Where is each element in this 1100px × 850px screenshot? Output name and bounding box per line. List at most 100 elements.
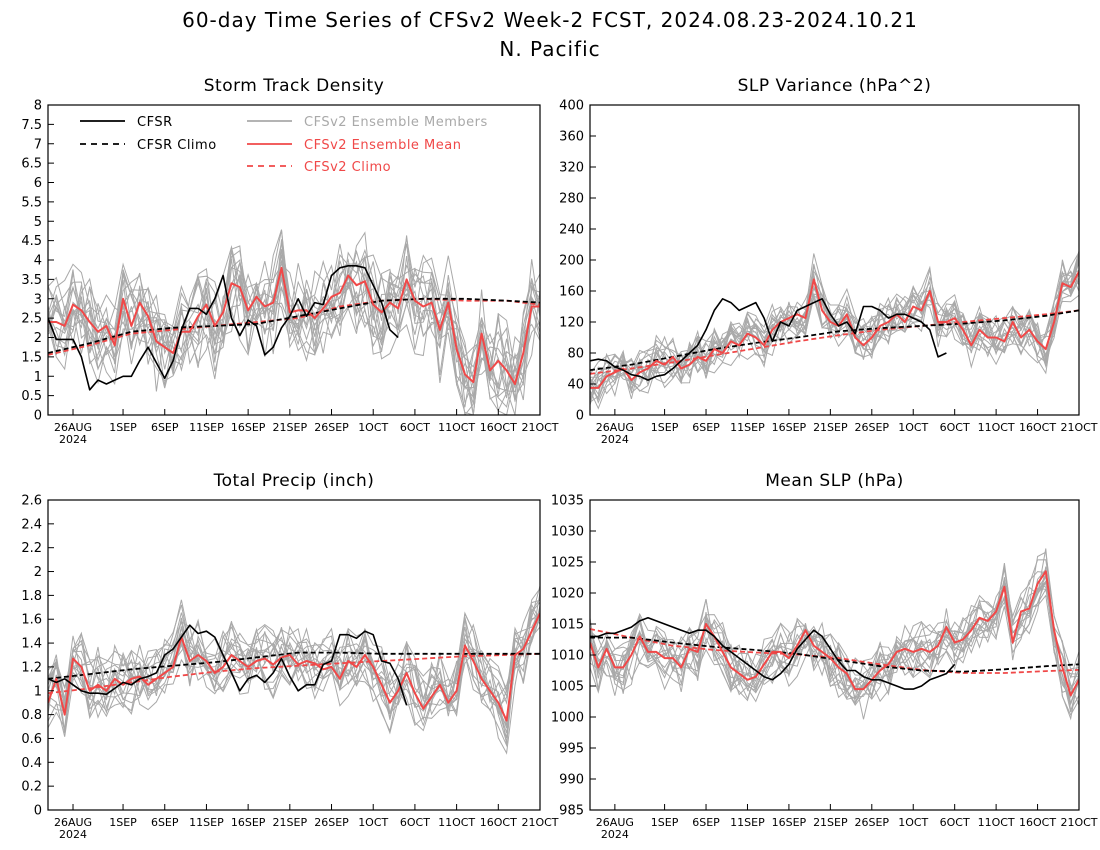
y-tick-label: 400 bbox=[559, 99, 584, 114]
y-tick-label: 4 bbox=[34, 254, 42, 269]
ensemble-member-line bbox=[590, 270, 1079, 396]
y-tick-label: 280 bbox=[559, 192, 584, 207]
x-tick-label: 26AUG bbox=[54, 421, 92, 434]
ensemble-member-line bbox=[590, 565, 1079, 694]
legend-label: CFSv2 Climo bbox=[304, 160, 391, 175]
x-tick-label: 26SEP bbox=[314, 816, 349, 829]
y-tick-label: 2 bbox=[34, 565, 42, 580]
panel-title: Storm Track Density bbox=[204, 76, 385, 96]
y-tick-label: 5 bbox=[34, 215, 42, 230]
y-tick-label: 1005 bbox=[551, 680, 584, 695]
cfsr-line bbox=[590, 297, 947, 381]
plot-frame bbox=[47, 499, 541, 811]
cfsr-climo-line bbox=[48, 651, 540, 680]
x-tick-label: 6OCT bbox=[400, 421, 430, 434]
y-tick-label: 0.5 bbox=[21, 389, 42, 404]
x-tick-label: 16SEP bbox=[772, 421, 807, 434]
y-tick-label: 1000 bbox=[551, 711, 584, 726]
y-tick-label: 5.5 bbox=[21, 195, 42, 210]
legend-label: CFSR Climo bbox=[137, 138, 217, 153]
y-tick-label: 0.6 bbox=[21, 732, 42, 747]
y-tick-label: 1.2 bbox=[21, 660, 42, 675]
cfsv2-climo-line bbox=[48, 652, 540, 695]
y-tick-label: 2.5 bbox=[21, 312, 42, 327]
x-tick-label: 11SEP bbox=[189, 421, 224, 434]
cfsv2-climo-line bbox=[590, 628, 1079, 674]
ensemble-member-line bbox=[48, 609, 540, 702]
cfsv2-climo-line bbox=[590, 309, 1079, 375]
plot-area bbox=[590, 250, 1079, 410]
x-tick-label: 21SEP bbox=[273, 421, 308, 434]
x-tick-label: 6SEP bbox=[151, 816, 179, 829]
x-tick-label: 21SEP bbox=[813, 816, 848, 829]
x-tick-label: 1OCT bbox=[898, 421, 928, 434]
y-tick-label: 320 bbox=[559, 161, 584, 176]
ensemble-mean-line bbox=[590, 271, 1079, 389]
figure-title: 60-day Time Series of CFSv2 Week-2 FCST,… bbox=[182, 8, 918, 32]
y-tick-label: 995 bbox=[559, 742, 584, 757]
x-tick-label: 21OCT bbox=[1060, 816, 1097, 829]
x-tick-label: 11OCT bbox=[978, 421, 1015, 434]
ensemble-member-line bbox=[48, 255, 540, 391]
x-tick-label: 16OCT bbox=[1019, 421, 1056, 434]
legend-label: CFSR bbox=[137, 115, 173, 130]
y-tick-label: 80 bbox=[567, 347, 584, 362]
x-year-label: 2024 bbox=[59, 433, 87, 446]
x-tick-label: 1SEP bbox=[109, 816, 137, 829]
y-tick-label: 200 bbox=[559, 254, 584, 269]
x-tick-label: 11SEP bbox=[730, 816, 765, 829]
ensemble-member-line bbox=[48, 282, 540, 415]
ensemble-member-line bbox=[48, 238, 540, 385]
y-tick-label: 1.5 bbox=[21, 350, 42, 365]
legend-label: CFSv2 Ensemble Members bbox=[304, 115, 488, 130]
figure-subtitle: N. Pacific bbox=[499, 37, 600, 61]
x-tick-label: 11OCT bbox=[438, 421, 475, 434]
ensemble-mean-line bbox=[48, 612, 540, 722]
x-tick-label: 26AUG bbox=[54, 816, 92, 829]
x-tick-label: 26SEP bbox=[314, 421, 349, 434]
y-tick-label: 1020 bbox=[551, 587, 584, 602]
x-tick-label: 21SEP bbox=[273, 816, 308, 829]
x-tick-label: 21OCT bbox=[1060, 421, 1097, 434]
panel-title: Total Precip (inch) bbox=[213, 471, 375, 491]
x-tick-label: 11SEP bbox=[189, 816, 224, 829]
panel-4: Mean SLP (hPa) 985 990 995 1000 1005 1010 1015 1… bbox=[551, 471, 1098, 841]
legend-label: CFSv2 Ensemble Mean bbox=[304, 138, 461, 153]
x-year-label: 2024 bbox=[601, 433, 629, 446]
x-tick-label: 1OCT bbox=[358, 421, 388, 434]
ensemble-mean-line bbox=[590, 570, 1079, 697]
y-tick-label: 0.8 bbox=[21, 708, 42, 723]
y-tick-label: 1.4 bbox=[21, 637, 42, 652]
y-tick-label: 160 bbox=[559, 285, 584, 300]
y-tick-label: 0 bbox=[34, 804, 42, 819]
x-tick-label: 21SEP bbox=[813, 421, 848, 434]
y-tick-label: 1015 bbox=[551, 618, 584, 633]
x-tick-label: 6SEP bbox=[692, 421, 720, 434]
x-tick-label: 1OCT bbox=[898, 816, 928, 829]
ensemble-member-line bbox=[48, 245, 540, 389]
y-tick-label: 4.5 bbox=[21, 234, 42, 249]
cfsr-line bbox=[48, 264, 399, 391]
x-tick-label: 16SEP bbox=[231, 816, 266, 829]
x-tick-label: 26AUG bbox=[596, 816, 634, 829]
x-year-label: 2024 bbox=[601, 828, 629, 841]
y-tick-label: 7.5 bbox=[21, 118, 42, 133]
y-tick-label: 8 bbox=[34, 99, 42, 114]
y-tick-label: 120 bbox=[559, 316, 584, 331]
ensemble-member-line bbox=[48, 618, 540, 745]
panel-title: Mean SLP (hPa) bbox=[765, 471, 904, 491]
plot-area bbox=[590, 548, 1079, 721]
x-tick-label: 6OCT bbox=[940, 816, 970, 829]
x-tick-label: 11OCT bbox=[978, 816, 1015, 829]
ensemble-member-line bbox=[48, 249, 540, 393]
x-tick-label: 6SEP bbox=[151, 421, 179, 434]
x-tick-label: 26SEP bbox=[855, 816, 890, 829]
x-tick-label: 21OCT bbox=[521, 421, 558, 434]
x-tick-label: 16SEP bbox=[231, 421, 266, 434]
x-tick-label: 6OCT bbox=[400, 816, 430, 829]
y-tick-label: 2 bbox=[34, 331, 42, 346]
y-tick-label: 0 bbox=[34, 409, 42, 424]
ensemble-member-line bbox=[590, 259, 1079, 396]
chart-panels: Storm Track Density 0 0.5 1 1.5 2 2.5 3 3.5 4 4.5 5… bbox=[21, 76, 1097, 841]
x-tick-label: 26SEP bbox=[855, 421, 890, 434]
